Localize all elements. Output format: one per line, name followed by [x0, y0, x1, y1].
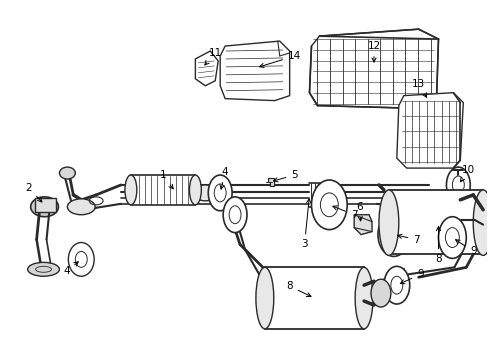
Bar	[35, 198, 56, 212]
Polygon shape	[309, 29, 438, 109]
Text: 14: 14	[259, 51, 301, 68]
Text: 5: 5	[273, 170, 297, 182]
Ellipse shape	[438, 217, 466, 258]
Bar	[450, 205, 464, 213]
Ellipse shape	[124, 175, 137, 205]
Text: 6: 6	[355, 202, 362, 221]
Text: 9: 9	[400, 269, 423, 284]
Ellipse shape	[472, 190, 488, 255]
Polygon shape	[195, 51, 218, 86]
Ellipse shape	[370, 279, 390, 307]
Ellipse shape	[31, 197, 59, 217]
Ellipse shape	[68, 243, 94, 276]
Ellipse shape	[383, 266, 409, 304]
Ellipse shape	[208, 175, 232, 211]
Ellipse shape	[378, 190, 398, 255]
Text: 1: 1	[159, 170, 173, 189]
Ellipse shape	[311, 180, 346, 230]
Ellipse shape	[223, 197, 246, 233]
Text: 8: 8	[286, 281, 310, 297]
Polygon shape	[353, 215, 371, 235]
Polygon shape	[220, 41, 289, 100]
Ellipse shape	[255, 267, 273, 329]
Ellipse shape	[377, 213, 409, 256]
Bar	[388, 190, 482, 255]
Bar	[131, 175, 195, 205]
Ellipse shape	[28, 262, 60, 276]
Text: 13: 13	[411, 79, 426, 97]
Ellipse shape	[446, 167, 469, 203]
Polygon shape	[267, 178, 273, 186]
Ellipse shape	[67, 199, 95, 215]
Text: 2: 2	[25, 183, 42, 202]
Polygon shape	[396, 93, 462, 168]
Ellipse shape	[60, 167, 75, 179]
Ellipse shape	[189, 175, 201, 205]
Text: 3: 3	[301, 199, 310, 249]
Ellipse shape	[193, 185, 217, 201]
Text: 4: 4	[220, 167, 228, 189]
Text: 10: 10	[460, 165, 474, 182]
Text: 4: 4	[63, 262, 78, 276]
Ellipse shape	[354, 267, 372, 329]
Text: 12: 12	[366, 41, 380, 62]
Text: 8: 8	[434, 226, 441, 264]
Bar	[264, 267, 364, 329]
Text: 7: 7	[332, 206, 357, 220]
Text: 7: 7	[397, 234, 419, 244]
Text: 9: 9	[455, 240, 476, 256]
Text: 11: 11	[204, 48, 222, 65]
